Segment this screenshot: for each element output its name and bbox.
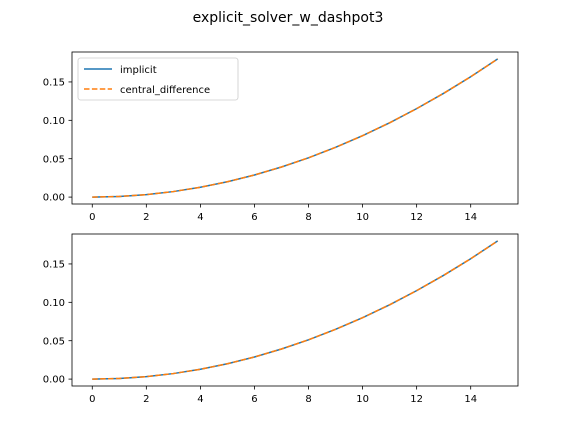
x-tick-label: 14	[464, 394, 477, 405]
x-tick-label: 14	[464, 212, 477, 223]
y-tick-label: 0.15	[43, 78, 65, 89]
x-tick-label: 0	[89, 394, 95, 405]
x-tick-label: 12	[410, 212, 423, 223]
x-tick-label: 2	[143, 394, 149, 405]
x-tick-label: 4	[197, 394, 203, 405]
x-tick-label: 12	[410, 394, 423, 405]
x-tick-label: 10	[356, 212, 369, 223]
x-tick-label: 8	[305, 394, 311, 405]
legend-label-implicit: implicit	[120, 65, 157, 76]
y-tick-label: 0.00	[43, 375, 65, 386]
x-tick-label: 6	[251, 212, 257, 223]
x-tick-label: 8	[305, 212, 311, 223]
y-tick-label: 0.00	[43, 193, 65, 204]
legend-label-central_difference: central_difference	[120, 85, 210, 96]
x-tick-label: 10	[356, 394, 369, 405]
y-tick-label: 0.05	[43, 336, 65, 347]
y-tick-label: 0.10	[43, 298, 65, 309]
y-tick-label: 0.10	[43, 116, 65, 127]
figure-suptitle: explicit_solver_w_dashpot3	[193, 10, 384, 26]
x-tick-label: 2	[143, 212, 149, 223]
x-tick-label: 6	[251, 394, 257, 405]
y-tick-label: 0.15	[43, 260, 65, 271]
y-tick-label: 0.05	[43, 154, 65, 165]
x-tick-label: 4	[197, 212, 203, 223]
x-tick-label: 0	[89, 212, 95, 223]
